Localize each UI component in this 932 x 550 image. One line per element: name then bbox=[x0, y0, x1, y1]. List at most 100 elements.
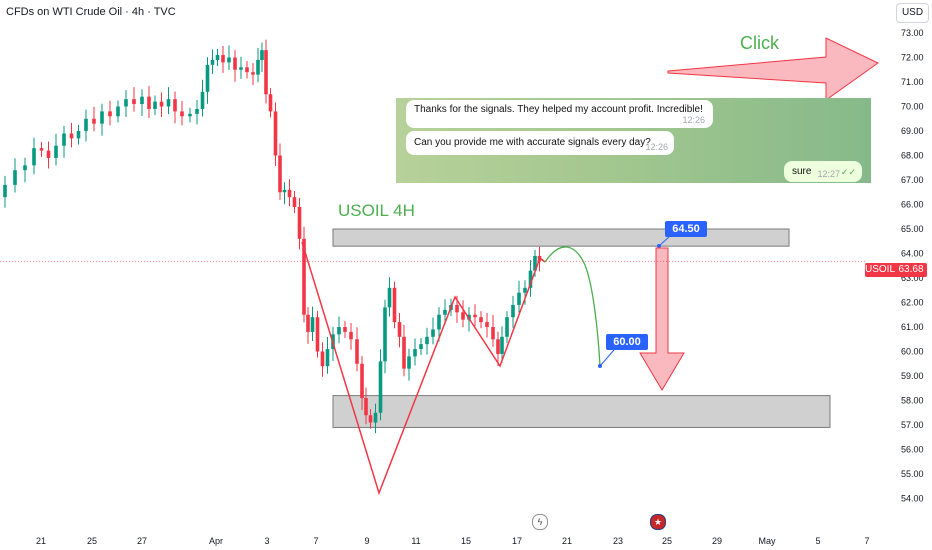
candle-body bbox=[461, 312, 465, 320]
double-check-icon: ✓✓ bbox=[840, 167, 856, 177]
candle-body bbox=[287, 189, 292, 198]
target-low-label[interactable]: 60.00 bbox=[606, 334, 648, 350]
price-tag-value: 63.68 bbox=[895, 263, 927, 277]
candle-body bbox=[23, 165, 27, 171]
y-tick-label: 67.00 bbox=[901, 175, 924, 185]
y-tick-label: 62.00 bbox=[901, 298, 924, 308]
x-tick-label: 7 bbox=[313, 536, 318, 546]
x-tick-label: 15 bbox=[461, 536, 471, 546]
candle-body bbox=[166, 99, 171, 107]
click-annotation: Click bbox=[740, 33, 779, 53]
x-tick-label: Apr bbox=[209, 536, 223, 546]
candle-body bbox=[239, 67, 243, 70]
candle-body bbox=[373, 412, 378, 423]
candle-body bbox=[264, 50, 268, 95]
candle-body bbox=[407, 356, 411, 369]
chat-message-time: 12:27 bbox=[817, 169, 840, 179]
support-zone[interactable] bbox=[332, 395, 831, 428]
candle-body bbox=[431, 329, 435, 337]
x-tick-label: 17 bbox=[512, 536, 522, 546]
lightning-icon[interactable]: ϟ bbox=[532, 514, 548, 530]
candle-body bbox=[443, 309, 447, 315]
candle-body bbox=[132, 99, 136, 105]
y-tick-label: 58.00 bbox=[901, 396, 924, 406]
candle-body bbox=[188, 113, 192, 117]
candle-body bbox=[533, 255, 537, 271]
candle-body bbox=[173, 99, 177, 112]
y-tick-label: 63.00 bbox=[901, 273, 924, 283]
current-price-tag: USOIL 63.68 bbox=[865, 263, 927, 277]
candle-body bbox=[140, 96, 144, 105]
candle-body bbox=[297, 206, 302, 239]
candle-body bbox=[153, 101, 157, 109]
chat-message-time: 12:26 bbox=[682, 115, 705, 125]
time-axis: 21 25 27 Apr 3 7 9 11 15 17 21 23 25 29 May 5 7 bbox=[36, 536, 870, 546]
currency-button[interactable]: USD bbox=[896, 3, 929, 23]
chat-bubble-outgoing: sure 12:27 ✓✓ bbox=[784, 161, 862, 182]
candle-body bbox=[39, 148, 44, 151]
x-tick-label: 25 bbox=[662, 536, 672, 546]
chat-bubble-incoming: Can you provide me with accurate signals… bbox=[406, 131, 674, 155]
usoil-4h-label: USOIL 4H bbox=[338, 201, 415, 220]
candle-body bbox=[368, 415, 373, 423]
candle-body bbox=[320, 351, 325, 367]
projection-curve[interactable] bbox=[544, 246, 601, 367]
candle-body bbox=[491, 327, 495, 340]
x-tick-label: 11 bbox=[411, 536, 420, 546]
candle-body bbox=[245, 67, 249, 73]
candle-body bbox=[387, 287, 392, 308]
candle-body bbox=[180, 111, 184, 117]
candle-body bbox=[62, 133, 66, 146]
candle-body bbox=[69, 133, 74, 139]
candle-body bbox=[455, 304, 459, 313]
x-tick-label: 21 bbox=[36, 536, 46, 546]
y-tick-label: 57.00 bbox=[901, 420, 924, 430]
candle-body bbox=[3, 184, 7, 198]
candle-body bbox=[349, 331, 353, 340]
candle-body bbox=[364, 398, 368, 416]
candle-body bbox=[251, 72, 255, 75]
candle-body bbox=[517, 292, 521, 305]
candle-body bbox=[413, 349, 417, 357]
target-high-connector bbox=[658, 235, 671, 247]
candle-body bbox=[124, 99, 128, 107]
candle-body bbox=[233, 57, 237, 70]
target-high-label[interactable]: 64.50 bbox=[665, 221, 707, 237]
chat-message-text: Thanks for the signals. They helped my a… bbox=[414, 104, 703, 115]
y-tick-label: 55.00 bbox=[901, 469, 924, 479]
x-tick-label: 7 bbox=[864, 536, 869, 546]
y-tick-label: 59.00 bbox=[901, 371, 924, 381]
candle-body bbox=[360, 363, 364, 399]
y-tick-label: 56.00 bbox=[901, 445, 924, 455]
candle-body bbox=[302, 238, 306, 315]
x-tick-label: 23 bbox=[613, 536, 623, 546]
target-low-point bbox=[598, 364, 602, 368]
candle-body bbox=[292, 197, 297, 207]
candle-body bbox=[256, 59, 260, 75]
us-flag-icon[interactable]: ★ bbox=[650, 514, 666, 530]
resistance-zone[interactable] bbox=[332, 228, 790, 247]
x-tick-label: 5 bbox=[815, 536, 820, 546]
candle-body bbox=[306, 314, 310, 332]
click-arrow[interactable] bbox=[667, 37, 879, 101]
candle-body bbox=[84, 118, 88, 131]
candle-body bbox=[147, 96, 151, 109]
down-arrow[interactable] bbox=[639, 247, 685, 391]
chat-message-text: sure bbox=[792, 166, 812, 177]
candle-body bbox=[215, 55, 220, 60]
chat-screenshot: Thanks for the signals. They helped my a… bbox=[396, 98, 871, 183]
candle-body bbox=[200, 91, 205, 109]
y-tick-label: 65.00 bbox=[901, 224, 924, 234]
candle-body bbox=[13, 170, 17, 185]
candle-body bbox=[227, 57, 231, 63]
candle-body bbox=[378, 361, 383, 413]
y-tick-label: 70.00 bbox=[901, 102, 924, 112]
candle-body bbox=[528, 270, 533, 288]
price-tag-symbol: USOIL bbox=[865, 263, 896, 277]
candles-group bbox=[3, 39, 542, 434]
pattern-zigzag[interactable] bbox=[301, 241, 546, 496]
candle-body bbox=[273, 111, 278, 156]
x-tick-label: May bbox=[758, 536, 776, 546]
candle-body bbox=[54, 145, 58, 158]
